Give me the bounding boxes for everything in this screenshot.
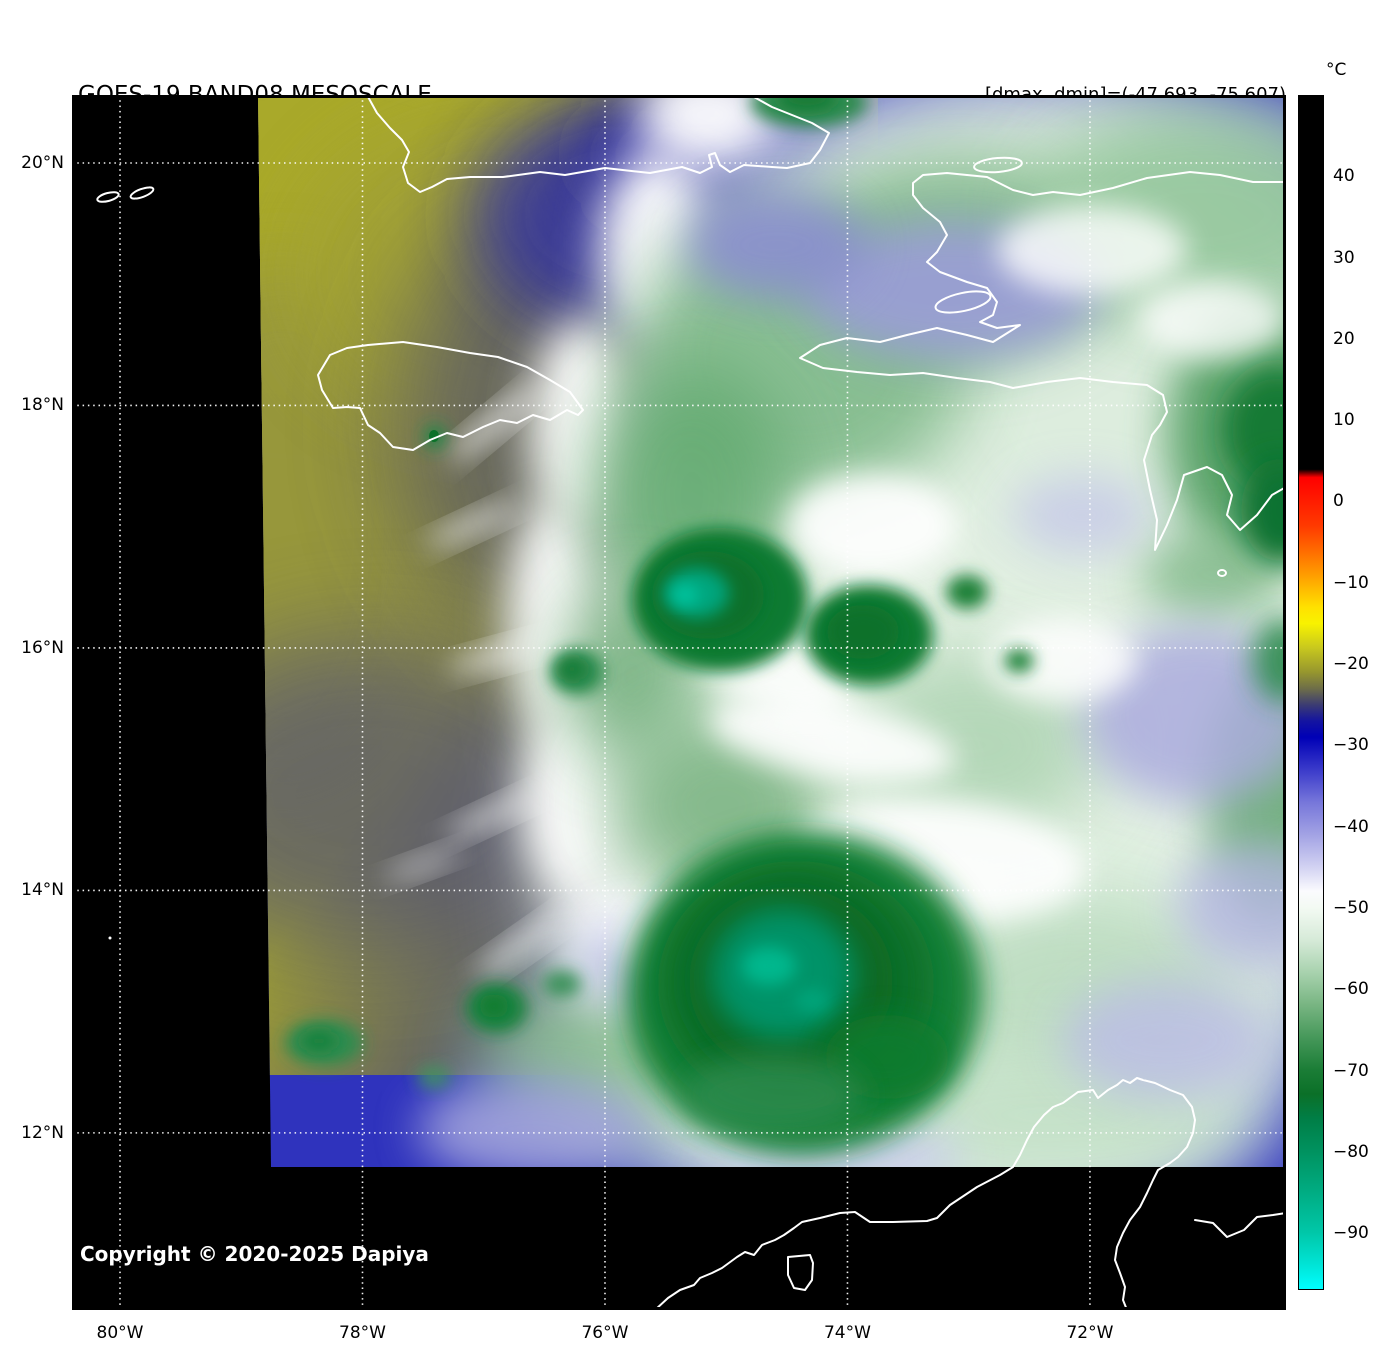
copyright-watermark: Copyright © 2020-2025 Dapiya: [80, 1242, 429, 1266]
longitude-tick-label: 78°W: [339, 1323, 386, 1343]
colorbar-unit-label: °C: [1326, 60, 1347, 80]
temperature-colorbar: [1298, 95, 1324, 1290]
coastline-small-bank: [108, 936, 112, 940]
satellite-swath: [258, 95, 1286, 1167]
coastline-cayman-east: [129, 186, 155, 200]
satellite-image: [72, 95, 1286, 1310]
map-canvas: Copyright © 2020-2025 Dapiya: [72, 95, 1286, 1310]
colorbar-tick: −90: [1333, 1223, 1369, 1244]
colorbar-tick: −40: [1333, 816, 1369, 837]
colorbar-tick: −30: [1333, 735, 1369, 756]
longitude-tick-label: 74°W: [823, 1323, 871, 1343]
coastline-gonave-island: [934, 290, 992, 314]
latitude-tick-label: 20°N: [21, 153, 64, 173]
map-frame-border: [72, 95, 1286, 1310]
colorbar-tick: 0: [1333, 491, 1344, 512]
coastline-hispaniola: [799, 171, 1286, 551]
colorbar-tick: −70: [1333, 1060, 1369, 1081]
latitude-tick-label: 12°N: [21, 1122, 64, 1143]
coastline-beata-island: [1217, 569, 1227, 577]
coastline-cuba: [366, 95, 830, 193]
longitude-tick-label: 76°W: [581, 1323, 629, 1343]
latitude-tick-label: 18°N: [21, 395, 64, 416]
coastline-cienaga-lagoon: [787, 1254, 814, 1291]
colorbar-tick: −80: [1333, 1141, 1369, 1162]
longitude-tick-label: 80°W: [96, 1323, 144, 1343]
colorbar-tick: −60: [1333, 979, 1369, 1000]
lat-lon-gridlines: [72, 95, 1286, 1310]
colorbar-tick: 30: [1333, 247, 1355, 268]
coastline-cayman-west: [96, 191, 120, 203]
colorbar-tick: −10: [1333, 572, 1369, 593]
latitude-tick-label: 14°N: [21, 880, 64, 901]
coastline-colombia-venezuela: [654, 1077, 1196, 1310]
coastline-venezuela-east: [1194, 1212, 1286, 1238]
colorbar-tick: 20: [1333, 328, 1355, 349]
colorbar-tick: 40: [1333, 166, 1355, 187]
colorbar-tick: 10: [1333, 410, 1355, 431]
colorbar-tick: −50: [1333, 897, 1369, 918]
coastline-jamaica: [317, 341, 584, 451]
colorbar-tick: −20: [1333, 654, 1369, 675]
latitude-tick-label: 16°N: [21, 637, 64, 658]
longitude-tick-label: 72°W: [1066, 1323, 1114, 1343]
